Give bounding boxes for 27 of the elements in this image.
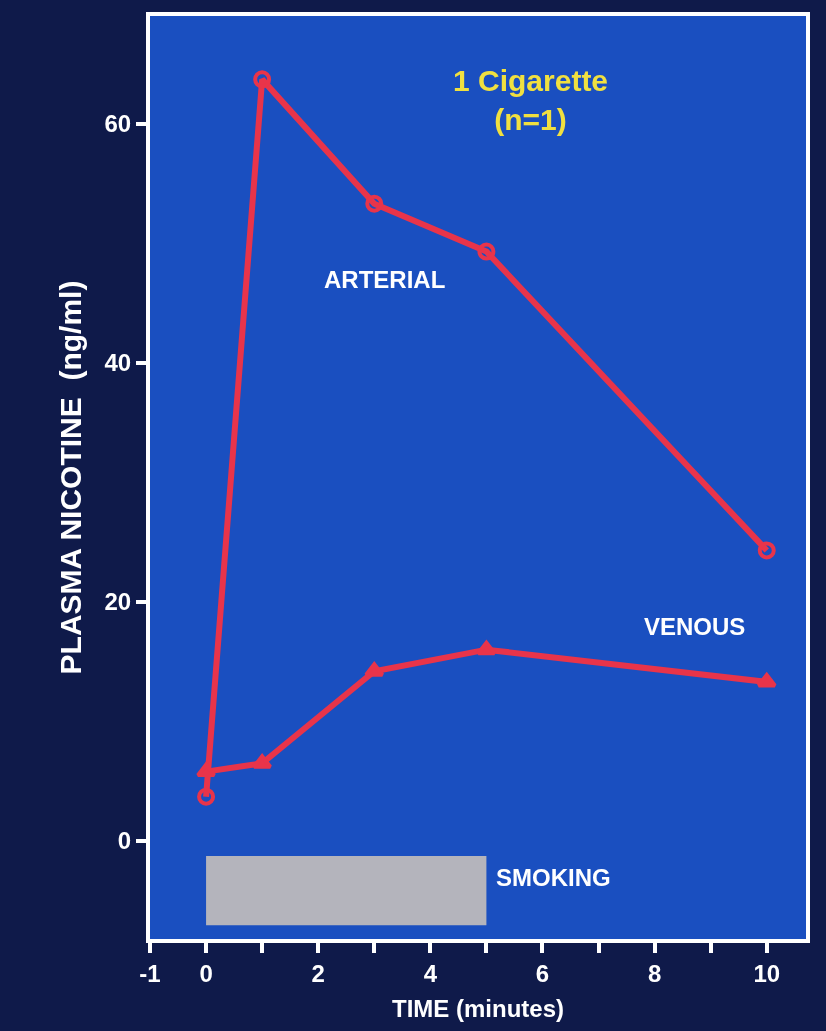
point <box>197 787 216 806</box>
point <box>477 242 496 261</box>
point <box>364 662 385 677</box>
x-tick-label: 2 <box>311 959 325 987</box>
point <box>252 754 273 769</box>
x-tick-label: 8 <box>647 959 662 987</box>
text: 1 Cigarette (n=1) <box>453 64 609 136</box>
point <box>195 762 217 778</box>
series-label: VENOUS <box>644 613 746 640</box>
point <box>365 194 384 213</box>
x-tick-label: 4 <box>423 959 438 987</box>
point <box>757 541 776 560</box>
point <box>476 640 497 656</box>
band-label: SMOKING <box>496 864 611 891</box>
x-axis-title: TIME (minutes) <box>392 994 564 1022</box>
y-tick-label: 0 <box>117 827 132 855</box>
point <box>253 70 272 89</box>
x-tick-label: 10 <box>753 959 781 987</box>
y-axis-title: PLASMA NICOTINE (ng/ml) <box>54 280 87 675</box>
x-tick-label: -1 <box>139 959 161 987</box>
x-tick-label: 6 <box>535 959 550 987</box>
y-tick-label: 40 <box>104 349 132 377</box>
series-label: ARTERIAL <box>324 266 446 293</box>
x-tick-label: 0 <box>199 959 213 987</box>
y-tick-label: 60 <box>104 110 132 137</box>
y-tick-label: 20 <box>104 588 132 616</box>
point <box>756 672 777 688</box>
